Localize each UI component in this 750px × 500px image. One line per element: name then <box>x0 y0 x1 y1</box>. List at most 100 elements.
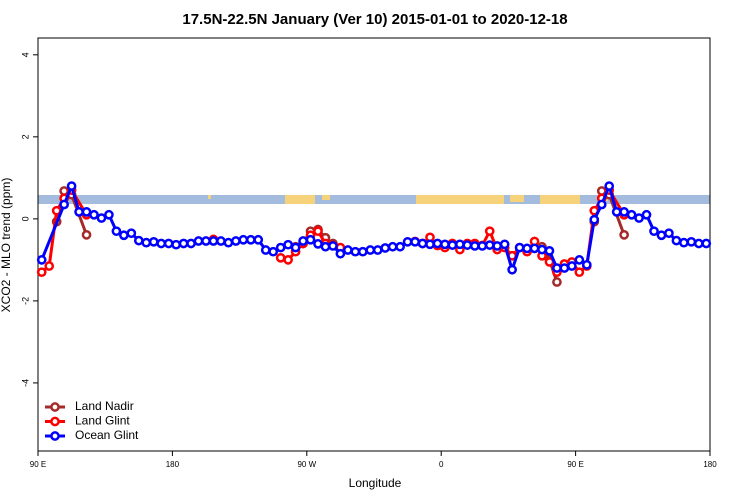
point <box>216 236 226 246</box>
point <box>275 252 286 263</box>
point <box>365 245 376 255</box>
point <box>238 234 249 245</box>
point <box>559 263 570 273</box>
point <box>544 246 555 256</box>
point <box>283 255 293 265</box>
point <box>589 214 600 225</box>
y-tick-label: -2 <box>20 297 30 305</box>
legend-label: Land Glint <box>75 414 130 428</box>
chart-title: 17.5N-22.5N January (Ver 10) 2015-01-01 … <box>182 11 567 28</box>
point <box>380 243 391 253</box>
point <box>649 226 659 237</box>
x-tick-label: 90 W <box>297 460 316 469</box>
point <box>581 259 592 270</box>
legend-label: Ocean Glint <box>75 428 139 442</box>
point <box>59 199 69 210</box>
point <box>410 236 420 247</box>
point <box>537 244 547 255</box>
point <box>104 209 114 220</box>
point <box>574 255 585 265</box>
y-tick-label: 0 <box>20 216 30 221</box>
point <box>313 226 323 237</box>
point <box>440 239 450 250</box>
point <box>36 267 47 278</box>
point <box>552 277 562 287</box>
point <box>141 237 152 248</box>
point <box>201 236 211 246</box>
point <box>44 261 55 271</box>
point <box>574 267 585 278</box>
y-tick-label: -4 <box>20 379 30 387</box>
point <box>671 235 682 246</box>
point <box>447 240 458 250</box>
point <box>492 241 503 251</box>
point <box>260 245 271 255</box>
point <box>96 213 107 223</box>
point <box>328 241 338 251</box>
x-tick-label: 180 <box>166 460 180 469</box>
point <box>529 243 540 254</box>
point <box>462 240 473 250</box>
x-tick-label: 90 E <box>567 460 583 469</box>
point <box>335 248 346 259</box>
point <box>186 238 196 249</box>
point <box>514 242 525 253</box>
point <box>402 236 413 247</box>
point <box>298 236 308 246</box>
point <box>477 241 488 251</box>
y-tick-label: 2 <box>20 134 30 139</box>
y-axis-label: XCO2 - MLO trend (ppm) <box>0 178 13 313</box>
point <box>634 213 644 223</box>
point <box>395 241 405 252</box>
point <box>66 181 77 191</box>
legend-swatch <box>50 431 60 441</box>
point <box>484 226 495 237</box>
point <box>372 245 383 255</box>
point <box>290 242 301 253</box>
point <box>596 199 607 210</box>
point <box>111 226 122 237</box>
point <box>171 239 181 250</box>
point <box>305 234 316 245</box>
point <box>343 245 353 255</box>
point <box>36 255 47 265</box>
point <box>89 209 99 220</box>
y-tick-label: 4 <box>20 52 30 57</box>
point <box>245 234 256 245</box>
point <box>455 239 465 250</box>
point <box>275 242 286 253</box>
point <box>425 239 435 250</box>
point <box>253 234 264 245</box>
point <box>604 181 615 191</box>
x-tick-label: 180 <box>703 460 717 469</box>
point <box>148 236 159 247</box>
legend-swatch <box>50 402 60 412</box>
point <box>499 239 510 250</box>
point <box>231 236 241 246</box>
point <box>484 240 495 250</box>
point <box>656 230 667 241</box>
point <box>163 238 174 249</box>
x-tick-label: 0 <box>439 460 444 469</box>
series-line <box>55 188 626 283</box>
point <box>701 238 712 249</box>
point <box>350 246 361 257</box>
point <box>268 246 279 257</box>
point <box>626 209 637 220</box>
legend-label: Land Nadir <box>75 399 134 413</box>
x-tick-label: 90 E <box>30 460 46 469</box>
point <box>619 230 629 240</box>
point <box>126 228 137 239</box>
point <box>469 241 480 251</box>
x-axis-label: Longitude <box>349 476 402 490</box>
point <box>611 207 622 217</box>
point <box>357 246 368 257</box>
point <box>432 238 443 249</box>
point <box>119 230 129 241</box>
point <box>641 209 652 220</box>
point <box>320 241 331 252</box>
point <box>178 238 189 249</box>
point <box>387 241 398 252</box>
point <box>208 236 219 246</box>
